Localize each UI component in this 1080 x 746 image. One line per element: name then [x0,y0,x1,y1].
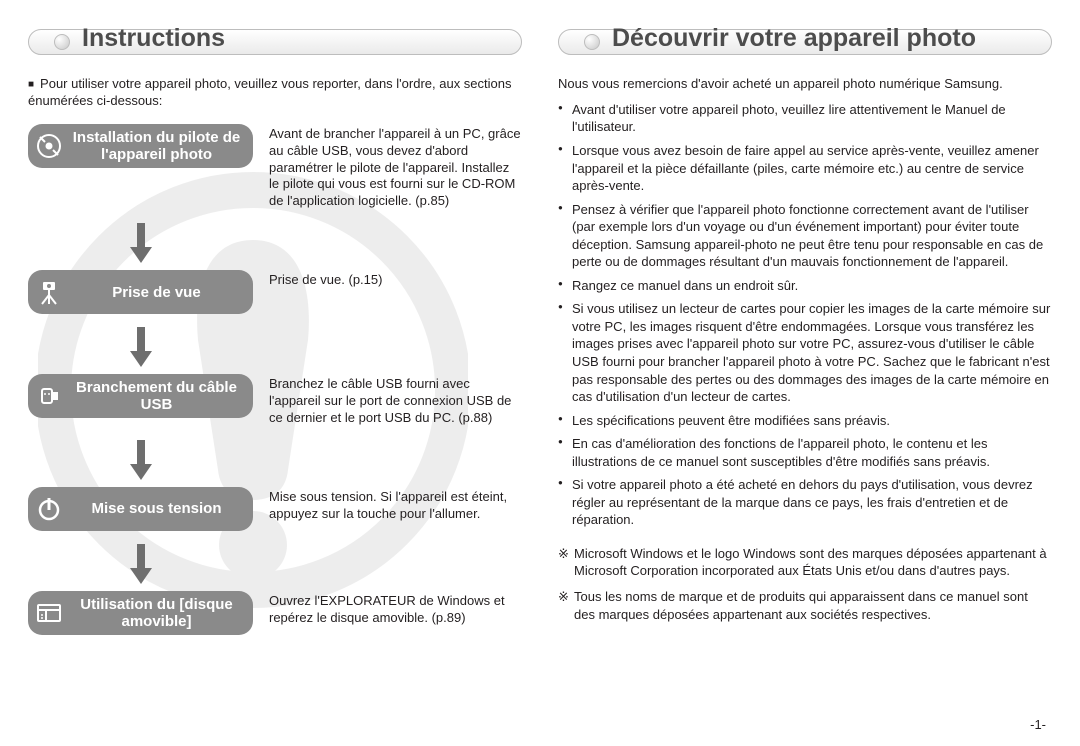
disc-icon [34,131,64,161]
step-pill-usb: Branchement du câble USB [28,374,253,418]
step-label: Utilisation du [disque amovible] [70,596,243,631]
list-item: Si votre appareil photo a été acheté en … [558,476,1052,529]
step-desc: Ouvrez l'EXPLORATEUR de Windows et repér… [253,591,522,627]
explorer-window-icon [34,598,64,628]
header-dot-icon [584,34,600,50]
step-pill-install-driver: Installation du pilote de l'appareil pho… [28,124,253,168]
step-desc: Prise de vue. (p.15) [253,270,522,289]
step-pill-power: Mise sous tension [28,487,253,531]
list-item: Lorsque vous avez besoin de faire appel … [558,142,1052,195]
down-arrow-icon [130,327,152,367]
left-title: Instructions [82,24,225,53]
arrow-row [28,216,522,270]
left-column: Instructions Pour utiliser votre apparei… [0,0,540,746]
page-number: -1- [1030,717,1046,732]
arrow-row [28,320,522,374]
step-row: Prise de vue Prise de vue. (p.15) [28,270,522,314]
step-pill-removable-disk: Utilisation du [disque amovible] [28,591,253,635]
trademark-notes: Microsoft Windows et le logo Windows son… [558,545,1052,623]
step-desc: Avant de brancher l'appareil à un PC, gr… [253,124,522,210]
bullet-list: Avant d'utiliser votre appareil photo, v… [558,101,1052,529]
usb-plug-icon [34,381,64,411]
step-row: Installation du pilote de l'appareil pho… [28,124,522,210]
step-row: Branchement du câble USB Branchez le câb… [28,374,522,427]
step-label: Branchement du câble USB [70,379,243,414]
right-column: Découvrir votre appareil photo Nous vous… [540,0,1080,746]
note-item: Microsoft Windows et le logo Windows son… [558,545,1052,580]
step-row: Mise sous tension Mise sous tension. Si … [28,487,522,531]
list-item: En cas d'amélioration des fonctions de l… [558,435,1052,470]
left-intro: Pour utiliser votre appareil photo, veui… [28,76,522,110]
down-arrow-icon [130,544,152,584]
list-item: Les spécifications peuvent être modifiée… [558,412,1052,430]
down-arrow-icon [130,223,152,263]
step-desc: Branchez le câble USB fourni avec l'appa… [253,374,522,427]
power-icon [34,494,64,524]
list-item: Rangez ce manuel dans un endroit sûr. [558,277,1052,295]
note-item: Tous les noms de marque et de produits q… [558,588,1052,623]
camera-tripod-icon [34,277,64,307]
list-item: Si vous utilisez un lecteur de cartes po… [558,300,1052,405]
steps-flow: Installation du pilote de l'appareil pho… [28,124,522,635]
step-label: Mise sous tension [70,500,243,517]
list-item: Avant d'utiliser votre appareil photo, v… [558,101,1052,136]
arrow-row [28,537,522,591]
thanks-text: Nous vous remercions d'avoir acheté un a… [558,76,1052,93]
step-row: Utilisation du [disque amovible] Ouvrez … [28,591,522,635]
header-dot-icon [54,34,70,50]
step-desc: Mise sous tension. Si l'appareil est éte… [253,487,522,523]
left-section-header: Instructions [28,20,522,62]
step-pill-shoot: Prise de vue [28,270,253,314]
step-label: Prise de vue [70,284,243,301]
list-item: Pensez à vérifier que l'appareil photo f… [558,201,1052,271]
down-arrow-icon [130,440,152,480]
right-title: Découvrir votre appareil photo [612,24,976,53]
right-section-header: Découvrir votre appareil photo [558,20,1052,62]
arrow-row [28,433,522,487]
step-label: Installation du pilote de l'appareil pho… [70,129,243,164]
